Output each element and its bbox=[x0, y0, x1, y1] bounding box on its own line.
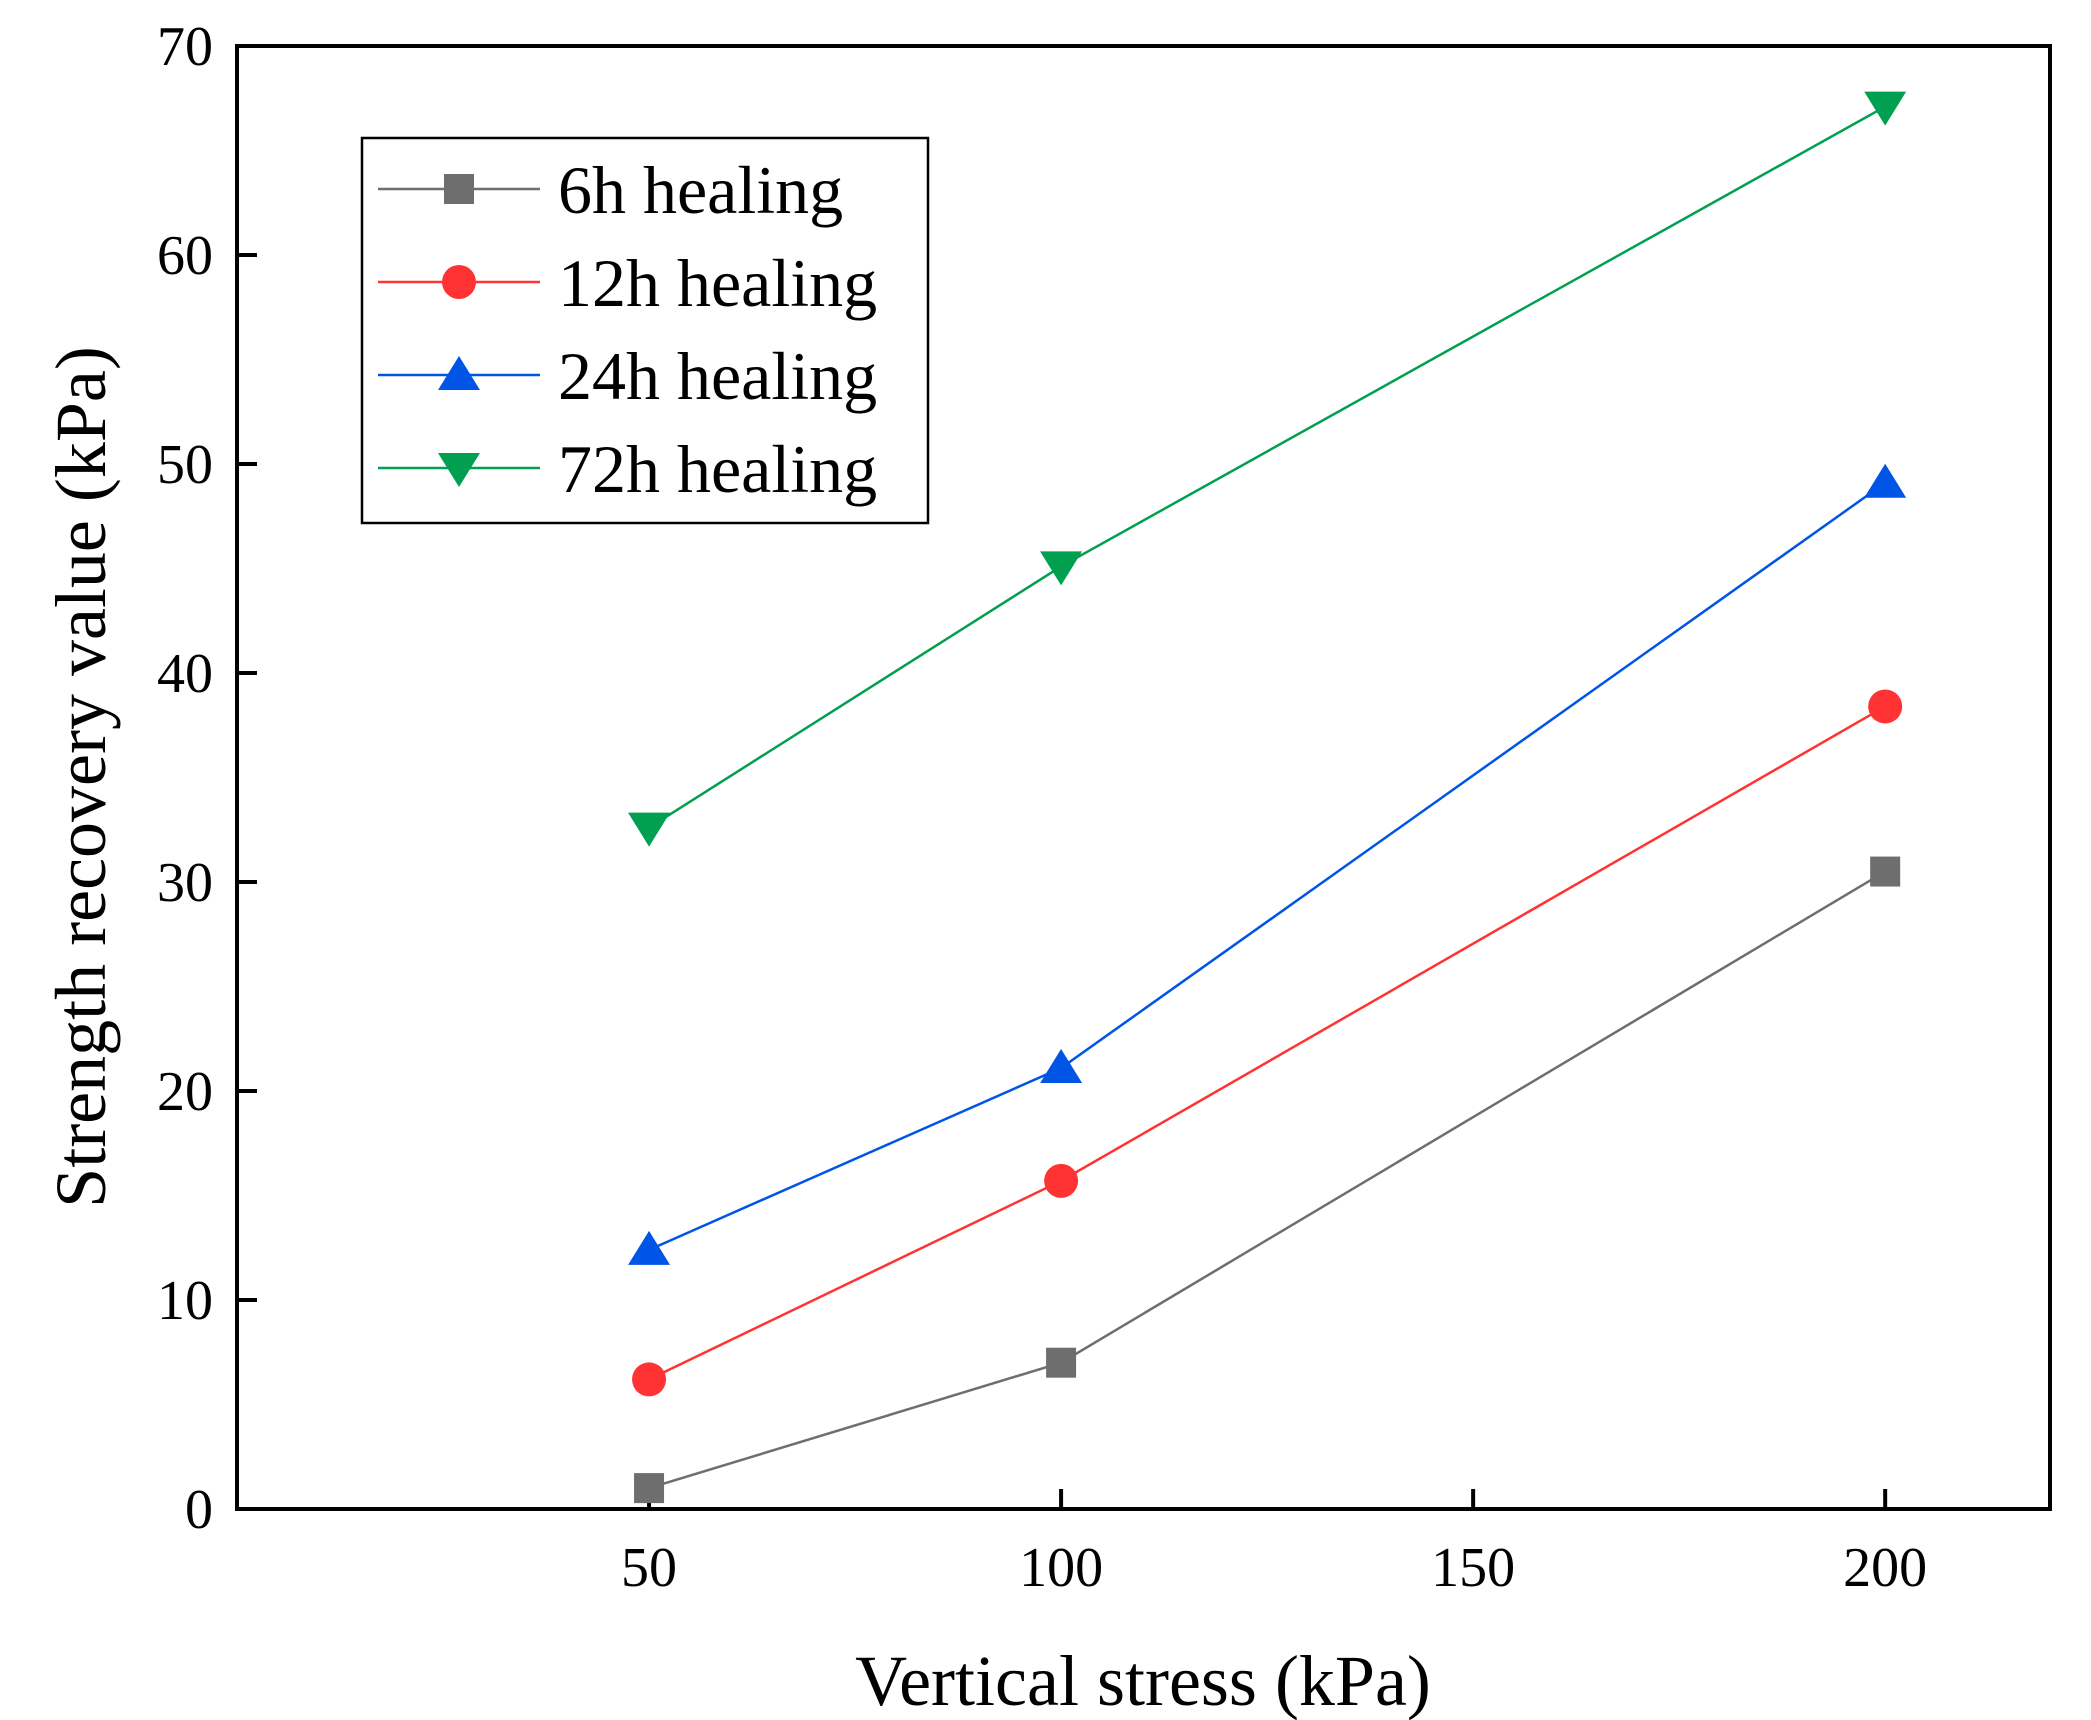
y-axis-title: Strength recovery value (kPa) bbox=[41, 346, 121, 1208]
data-point bbox=[628, 812, 671, 847]
legend-label: 72h healing bbox=[558, 431, 877, 507]
y-tick-label: 0 bbox=[185, 1479, 213, 1541]
series-2 bbox=[632, 689, 1903, 1397]
y-tick-label: 50 bbox=[157, 434, 213, 496]
y-tick-label: 70 bbox=[157, 16, 213, 78]
data-point bbox=[1046, 1347, 1077, 1378]
series-line bbox=[648, 705, 1886, 1381]
x-tick-label: 100 bbox=[1019, 1537, 1103, 1599]
legend-marker bbox=[442, 265, 476, 299]
y-tick-label: 10 bbox=[157, 1270, 213, 1332]
series-3 bbox=[628, 463, 1907, 1265]
series-1 bbox=[634, 856, 1901, 1504]
legend-marker bbox=[444, 174, 474, 204]
legend-label: 24h healing bbox=[558, 338, 877, 414]
data-point bbox=[1868, 689, 1903, 724]
legend-item: 6h healing bbox=[378, 152, 843, 228]
data-point bbox=[634, 1473, 665, 1504]
y-axis: 0 10 20 30 40 50 60 70 bbox=[157, 16, 257, 1541]
y-tick-label: 30 bbox=[157, 852, 213, 914]
plot-frame bbox=[235, 44, 2052, 1511]
legend: 6h healing 12h healing 24h healing 72h heal… bbox=[360, 136, 930, 525]
data-point bbox=[1864, 91, 1907, 126]
data-point bbox=[1870, 856, 1901, 887]
legend-label: 6h healing bbox=[558, 152, 843, 228]
data-point bbox=[1040, 1049, 1083, 1084]
legend-item: 24h healing bbox=[378, 338, 877, 414]
x-tick-label: 50 bbox=[621, 1537, 677, 1599]
series-layer bbox=[628, 91, 1907, 1504]
legend-item: 72h healing bbox=[378, 431, 877, 507]
data-point bbox=[632, 1362, 667, 1397]
x-tick-label: 200 bbox=[1843, 1537, 1927, 1599]
x-axis-title: Vertical stress (kPa) bbox=[855, 1641, 1431, 1720]
series-4 bbox=[628, 91, 1907, 847]
legend-label: 12h healing bbox=[558, 245, 877, 321]
x-axis: 50 100 150 200 bbox=[621, 1489, 1927, 1599]
legend-marker bbox=[438, 453, 480, 487]
y-tick-label: 20 bbox=[157, 1061, 213, 1123]
data-point bbox=[1044, 1163, 1079, 1198]
data-point bbox=[628, 1230, 671, 1265]
legend-marker bbox=[438, 356, 480, 390]
y-tick-label: 60 bbox=[157, 225, 213, 287]
series-line bbox=[648, 870, 1886, 1490]
x-tick-label: 150 bbox=[1431, 1537, 1515, 1599]
y-tick-label: 40 bbox=[157, 643, 213, 705]
data-point bbox=[1040, 551, 1083, 586]
data-point bbox=[1864, 463, 1907, 498]
series-line bbox=[648, 481, 1886, 1251]
legend-item: 12h healing bbox=[378, 245, 877, 321]
